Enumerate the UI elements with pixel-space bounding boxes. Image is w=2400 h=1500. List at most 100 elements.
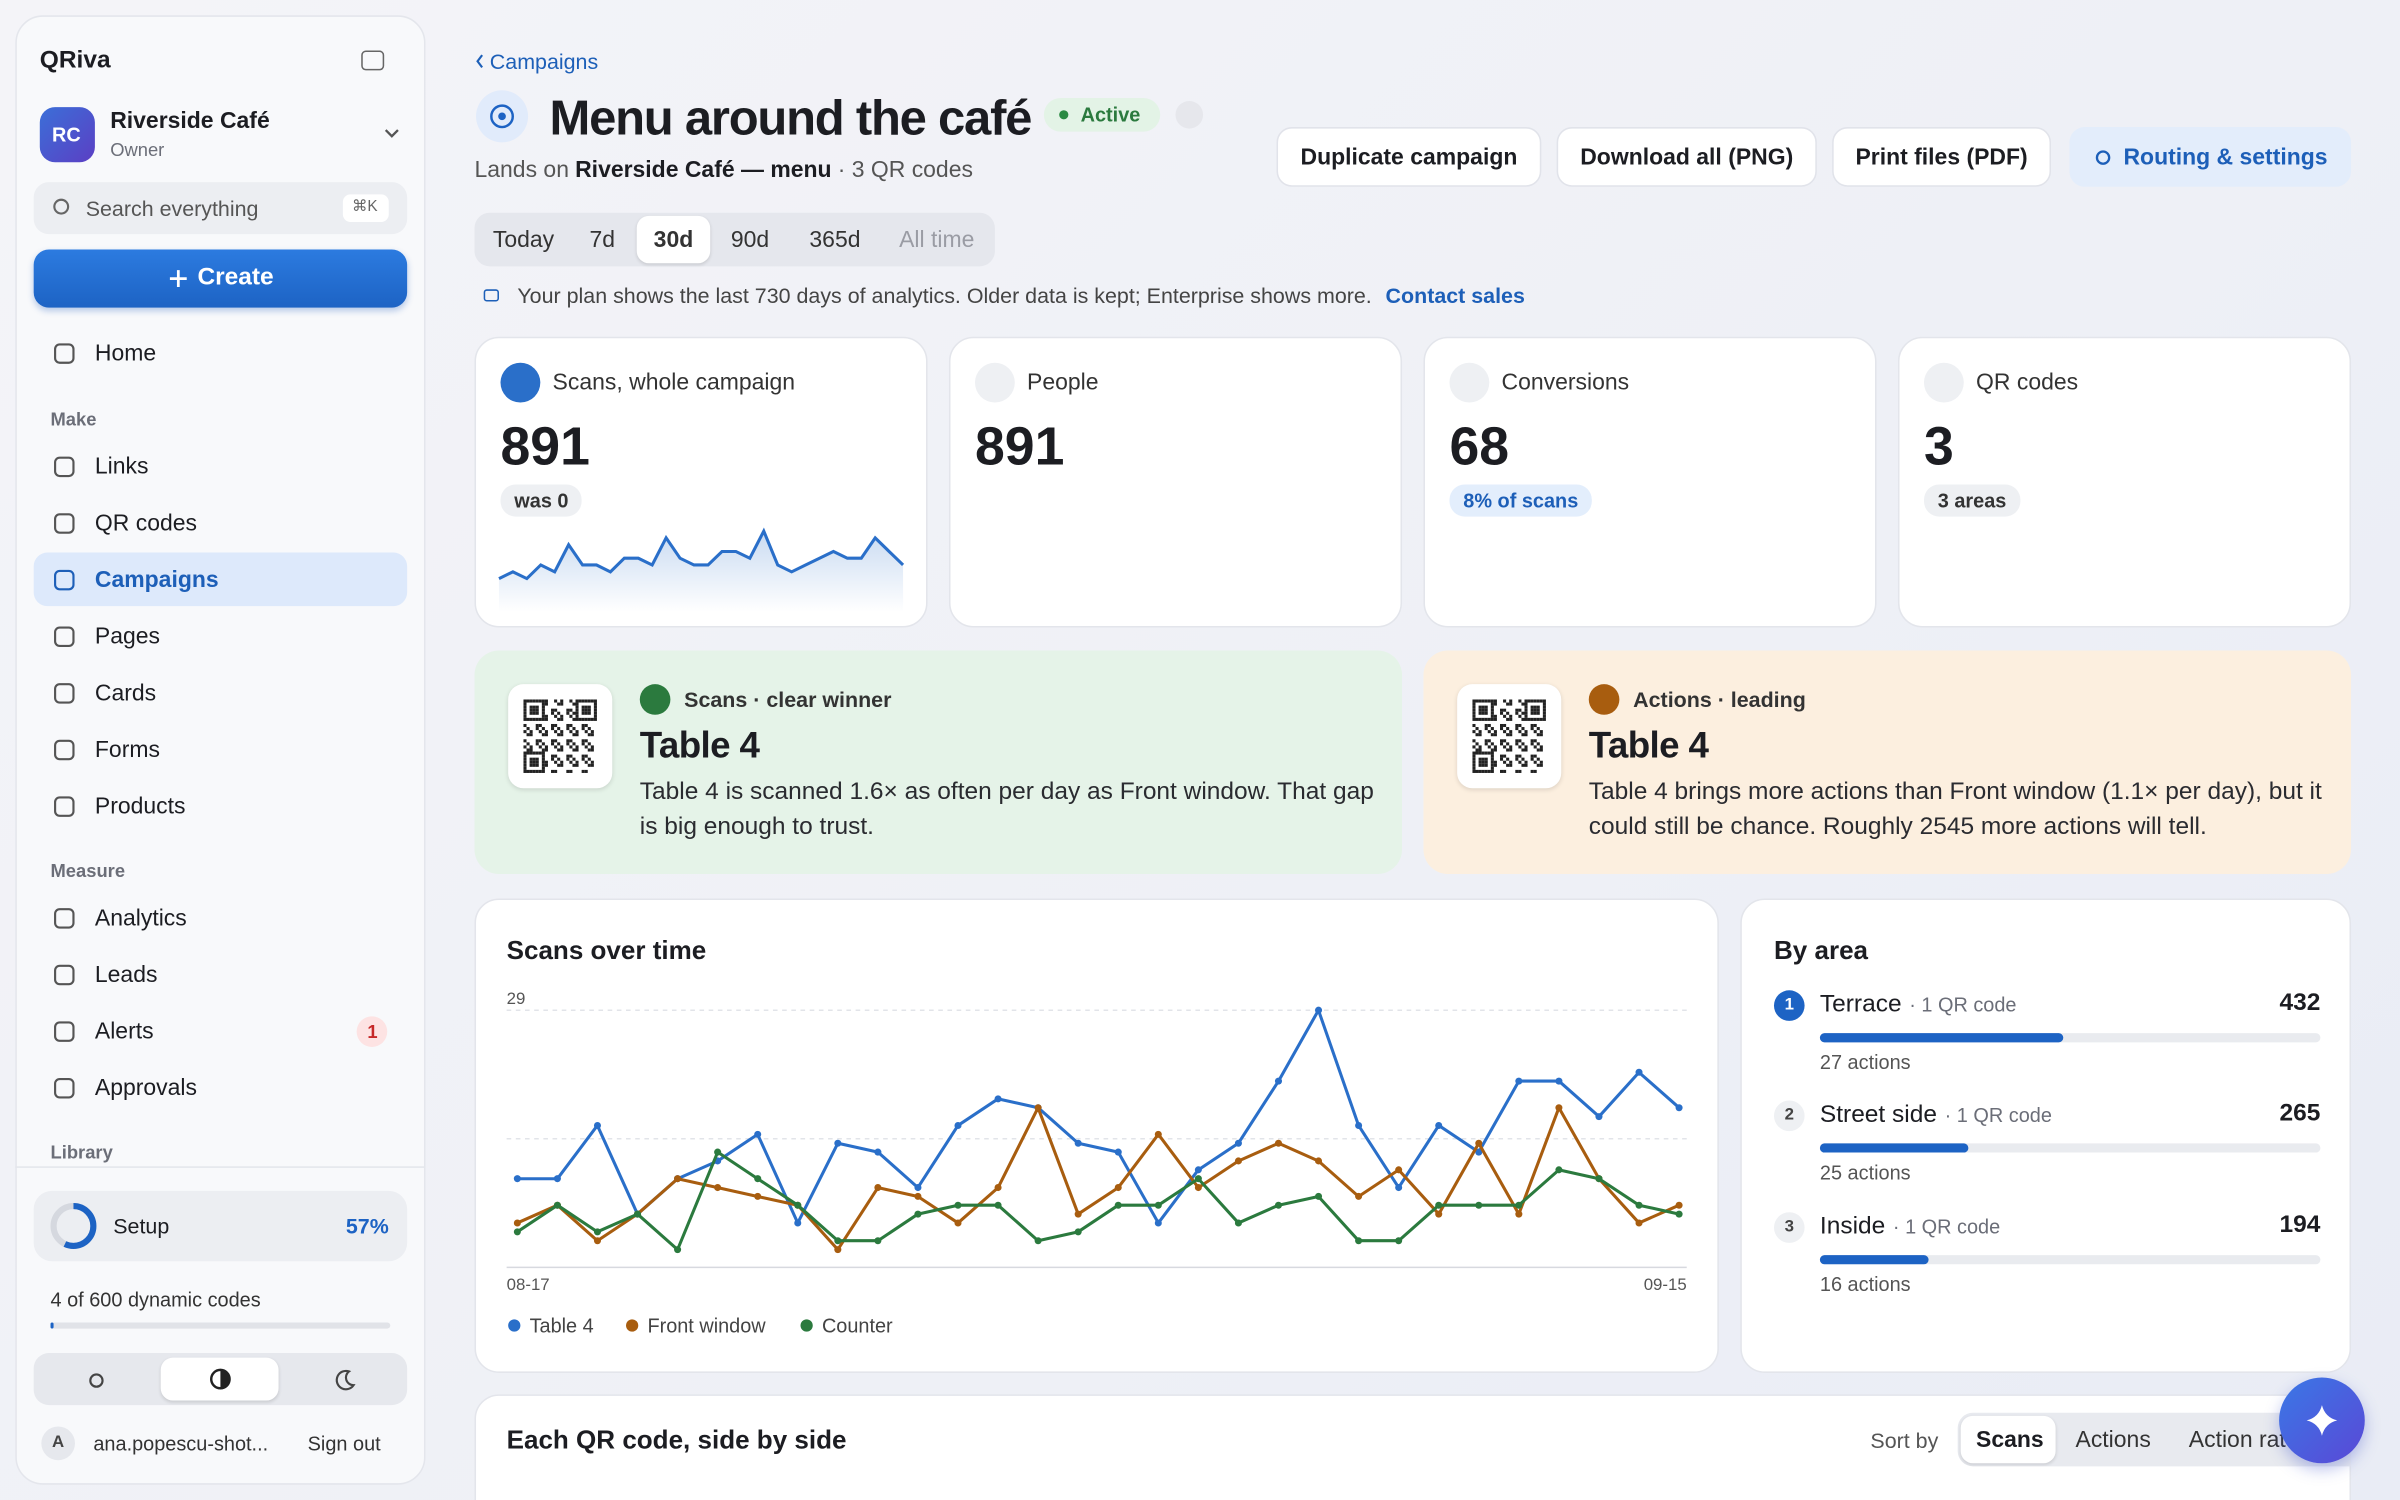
rank-number: 2: [1784, 1105, 1794, 1125]
status-text: Active: [1080, 103, 1141, 127]
search-placeholder: Search everything: [85, 195, 259, 221]
area-name-text: Terrace: [1819, 991, 1902, 1018]
action-button[interactable]: [2069, 127, 2352, 187]
nav-item[interactable]: QR codes: [94, 510, 197, 537]
area-bar-track: [1819, 1255, 2321, 1265]
theme-active[interactable]: [160, 1357, 279, 1401]
shortcut-text: ⌘K: [352, 198, 378, 216]
subtitle: Lands on Riverside Café — menu · 3 QR code…: [474, 158, 972, 181]
area-actions: 27 actions: [1819, 1050, 1911, 1074]
area-bar-track: [1819, 1143, 2321, 1153]
kpi-value: 68: [1449, 417, 1510, 477]
area-actions: 16 actions: [1819, 1272, 1911, 1296]
insight-body: Table 4 brings more actions than Front w…: [1588, 779, 2322, 841]
nav-item[interactable]: Home: [94, 340, 157, 367]
chart-title: Scans over time: [506, 935, 707, 966]
kpi-label: QR codes: [1976, 369, 2079, 396]
range-option[interactable]: 7d: [589, 227, 616, 254]
kpi-card: [1423, 336, 1877, 628]
rank-badge: [1773, 990, 1805, 1021]
area-name-text: Inside: [1819, 1213, 1886, 1240]
sort-active: [1960, 1415, 2056, 1464]
usage-fill: [50, 1322, 54, 1329]
range-option[interactable]: Today: [492, 227, 555, 254]
notice-text: Your plan shows the last 730 days of ana…: [517, 283, 1372, 308]
qr-thumbnail: [1457, 684, 1562, 789]
nav-item[interactable]: Analytics: [94, 905, 187, 932]
nav-item[interactable]: Leads: [94, 961, 158, 989]
sign-out[interactable]: Sign out: [307, 1431, 381, 1455]
collapse-button[interactable]: [361, 50, 385, 71]
area-bar: [1819, 1255, 1929, 1265]
nav-heading: Measure: [50, 860, 126, 882]
nav-item[interactable]: Alerts: [94, 1018, 154, 1045]
nav-item[interactable]: Approvals: [94, 1075, 197, 1102]
usage-text: 4 of 600 dynamic codes: [50, 1288, 261, 1311]
action-button[interactable]: [1276, 127, 1542, 187]
kpi-card: [1897, 336, 2352, 628]
account-avatar: [41, 1426, 75, 1461]
workspace-name[interactable]: Riverside Café: [110, 107, 270, 134]
nav-item[interactable]: Cards: [94, 680, 157, 707]
nav-heading: Library: [50, 1141, 113, 1164]
kpi-value: 891: [500, 417, 590, 477]
area-bar: [1819, 1033, 2063, 1043]
alert-badge: [356, 1016, 388, 1047]
area-detail: · 1 QR code: [1909, 993, 2017, 1017]
avatar: [39, 107, 95, 163]
insight-icon: [639, 684, 671, 715]
sort-option[interactable]: Scans: [1976, 1427, 2044, 1454]
breadcrumb-chevron: [476, 54, 483, 68]
setup-percent: 57%: [345, 1213, 389, 1239]
nav-heading: Make: [50, 408, 97, 431]
nav-item[interactable]: Campaigns: [94, 567, 219, 594]
nav-item[interactable]: Links: [94, 453, 149, 480]
subtitle-prefix: Lands on: [474, 156, 569, 183]
area-name-text: Street side: [1819, 1102, 1937, 1129]
nav-item[interactable]: Pages: [94, 623, 161, 650]
chart-card: [474, 898, 1719, 1373]
area-actions: 25 actions: [1819, 1160, 1911, 1184]
create-button[interactable]: [33, 249, 408, 308]
insight-title: Table 4: [1588, 725, 1709, 767]
action-button[interactable]: [1556, 127, 1817, 187]
area-name: Terrace · 1 QR code: [1820, 993, 2017, 1017]
area-value: 432: [2279, 990, 2321, 1017]
rank-number: 1: [1784, 995, 1794, 1015]
page-title: Menu around the café: [549, 90, 1032, 146]
area-detail: · 1 QR code: [1944, 1103, 2052, 1127]
area-detail: · 1 QR code: [1892, 1215, 2001, 1239]
usage-track: [50, 1322, 391, 1329]
sort-label: Sort by: [1870, 1428, 1939, 1453]
nav-item[interactable]: Products: [94, 793, 186, 820]
sort-option[interactable]: Action rate: [2188, 1427, 2299, 1454]
insight-tag: Scans · clear winner: [684, 687, 892, 712]
rank-number: 3: [1784, 1217, 1794, 1236]
range-option[interactable]: 90d: [730, 227, 770, 254]
nav-item[interactable]: Forms: [94, 736, 160, 764]
setup-label: Setup: [113, 1213, 170, 1239]
insight-card: [1423, 650, 2352, 874]
workspace-role: Owner: [110, 139, 165, 161]
range-option[interactable]: All time: [899, 227, 975, 254]
create-label: Create: [197, 264, 274, 291]
range-option[interactable]: 30d: [653, 227, 694, 254]
subtitle-target: Riverside Café — menu: [575, 156, 832, 183]
sort-option[interactable]: Actions: [2075, 1427, 2151, 1454]
kpi-value: 891: [974, 417, 1065, 477]
notice: Your plan shows the last 730 days of ana…: [517, 285, 1525, 306]
action-label: Download all (PNG): [1580, 144, 1794, 171]
divider: [15, 1166, 426, 1168]
insight-body: Table 4 is scanned 1.6× as often per day…: [639, 779, 1374, 841]
info-button[interactable]: [1175, 101, 1204, 129]
notice-link[interactable]: Contact sales: [1385, 283, 1525, 308]
breadcrumb[interactable]: Campaigns: [489, 48, 599, 74]
assistant-button[interactable]: [2279, 1377, 2365, 1464]
alert-count: 1: [367, 1020, 378, 1043]
kpi-label: People: [1027, 369, 1099, 396]
range-option[interactable]: 365d: [809, 227, 861, 254]
insight-card: [474, 650, 1403, 874]
campaign-icon: [476, 90, 529, 143]
action-button[interactable]: [1832, 127, 2052, 187]
